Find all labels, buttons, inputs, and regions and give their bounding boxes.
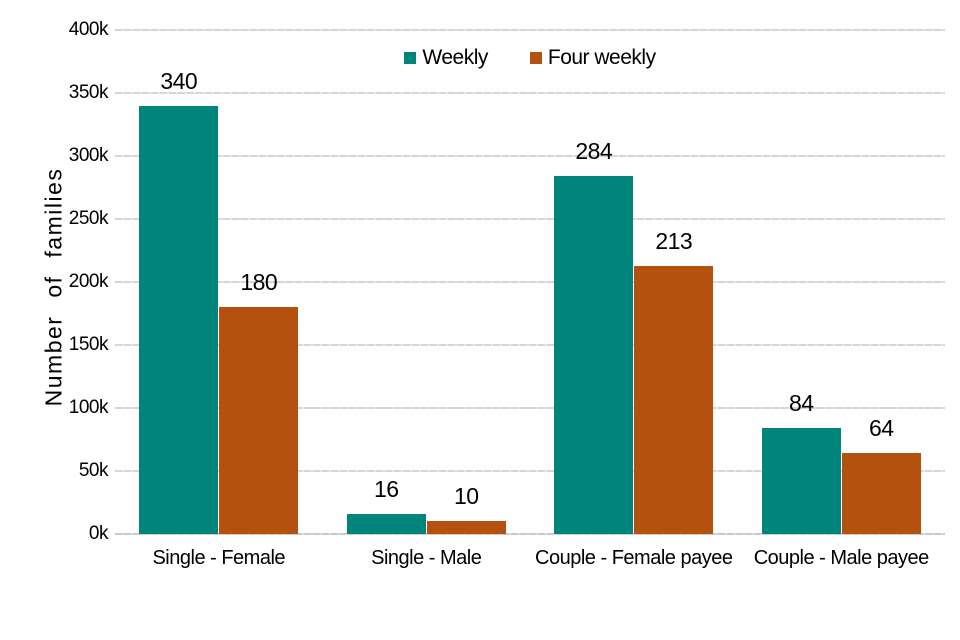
y-tick-label: 400k bbox=[68, 19, 109, 40]
legend-item-four-weekly: Four weekly bbox=[529, 46, 656, 69]
bar-wrap-four-weekly-couple-female-payee: 213 bbox=[634, 227, 714, 534]
bar-groups: 340 180 16 10 284 213 84 64 bbox=[115, 30, 945, 534]
bar-value-label: 284 bbox=[575, 138, 613, 165]
group-single-male: 16 10 bbox=[323, 30, 531, 534]
gridline-0k bbox=[115, 533, 945, 535]
plot-area: 340 180 16 10 284 213 84 64 bbox=[115, 29, 945, 535]
legend-label: Four weekly bbox=[547, 46, 656, 69]
bar-four-weekly-single-male bbox=[426, 521, 506, 534]
bar-four-weekly-couple-male-payee bbox=[841, 453, 921, 534]
legend-swatch-four-weekly bbox=[529, 51, 542, 64]
y-tick-label: 250k bbox=[68, 208, 109, 229]
gridline-350k bbox=[115, 92, 945, 94]
bar-value-label: 16 bbox=[373, 475, 399, 502]
group-single-female: 340 180 bbox=[115, 30, 323, 534]
bar-weekly-couple-female-payee bbox=[554, 176, 634, 534]
y-tick-label: 200k bbox=[68, 271, 109, 292]
y-tick-label: 50k bbox=[78, 460, 109, 481]
gridline-50k bbox=[115, 470, 945, 472]
bar-weekly-single-male bbox=[346, 513, 426, 534]
bar-value-label: 64 bbox=[868, 415, 894, 442]
group-couple-female-payee: 284 213 bbox=[530, 30, 738, 534]
y-tick-label: 300k bbox=[68, 145, 109, 166]
gridline-300k bbox=[115, 155, 945, 157]
x-axis-category-labels: Single - Female Single - Male Couple - Fem… bbox=[115, 547, 945, 570]
gridline-200k bbox=[115, 281, 945, 283]
y-tick-label: 150k bbox=[68, 334, 109, 355]
bar-wrap-four-weekly-couple-male-payee: 64 bbox=[841, 415, 921, 534]
bar-value-label: 10 bbox=[453, 483, 479, 510]
bar-pair: 16 10 bbox=[346, 475, 506, 534]
bar-four-weekly-single-female bbox=[219, 307, 299, 534]
bar-pair: 284 213 bbox=[554, 138, 714, 534]
legend: Weekly Four weekly bbox=[115, 47, 945, 68]
gridline-150k bbox=[115, 344, 945, 346]
legend-label: Weekly bbox=[422, 46, 488, 69]
x-label-single-female: Single - Female bbox=[152, 547, 286, 569]
group-couple-male-payee: 84 64 bbox=[738, 30, 946, 534]
bar-wrap-weekly-couple-male-payee: 84 bbox=[761, 390, 841, 534]
bar-pair: 84 64 bbox=[761, 390, 921, 534]
x-label-couple-male-payee: Couple - Male payee bbox=[753, 547, 930, 569]
y-tick-label: 350k bbox=[68, 82, 109, 103]
y-tick-label: 0k bbox=[88, 523, 109, 544]
bar-weekly-single-female bbox=[139, 105, 219, 534]
legend-swatch-weekly bbox=[404, 51, 417, 64]
bar-value-label: 213 bbox=[655, 227, 693, 254]
bar-wrap-weekly-single-male: 16 bbox=[346, 475, 426, 534]
bar-wrap-four-weekly-single-female: 180 bbox=[219, 269, 299, 534]
bar-four-weekly-couple-female-payee bbox=[634, 265, 714, 534]
bar-wrap-weekly-single-female: 340 bbox=[139, 67, 219, 534]
legend-item-weekly: Weekly bbox=[404, 46, 488, 69]
gridline-400k bbox=[115, 29, 945, 31]
x-label-single-male: Single - Male bbox=[371, 547, 482, 569]
y-tick-label: 100k bbox=[68, 397, 109, 418]
bar-wrap-four-weekly-single-male: 10 bbox=[426, 483, 506, 534]
bar-value-label: 340 bbox=[160, 67, 198, 94]
bar-pair: 340 180 bbox=[139, 67, 299, 534]
gridline-100k bbox=[115, 407, 945, 409]
bar-weekly-couple-male-payee bbox=[761, 428, 841, 534]
bar-value-label: 180 bbox=[240, 269, 278, 296]
bar-value-label: 84 bbox=[788, 390, 814, 417]
y-axis-tick-labels: 0k 50k 100k 150k 200k 250k 300k 350k 400k bbox=[0, 19, 109, 544]
bar-wrap-weekly-couple-female-payee: 284 bbox=[554, 138, 634, 534]
x-label-couple-female-payee: Couple - Female payee bbox=[535, 547, 733, 569]
gridline-250k bbox=[115, 218, 945, 220]
